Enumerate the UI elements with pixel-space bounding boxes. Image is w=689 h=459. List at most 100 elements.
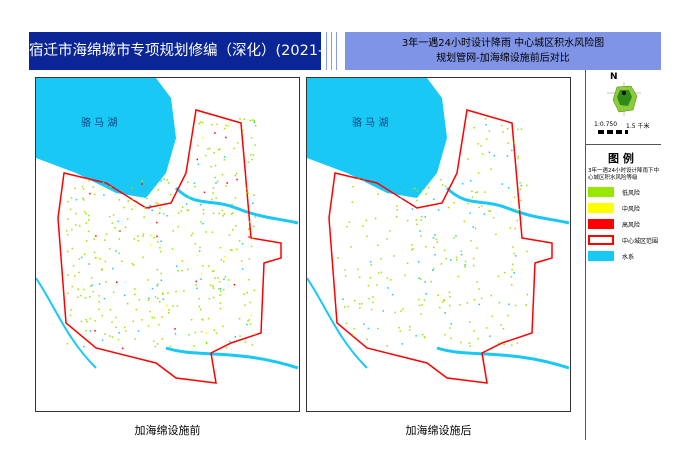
risk-cell <box>247 320 249 322</box>
risk-cell <box>132 198 135 200</box>
risk-cell <box>215 182 217 184</box>
risk-cell <box>188 334 190 336</box>
risk-cell <box>243 118 245 120</box>
risk-cell <box>414 187 416 189</box>
map-after[interactable]: 骆 马 湖 <box>306 77 571 412</box>
risk-cell <box>361 303 363 305</box>
risk-cell <box>223 288 225 291</box>
risk-cell <box>358 276 361 278</box>
risk-cell <box>526 250 528 253</box>
risk-cell <box>490 168 492 170</box>
risk-cell <box>223 260 225 263</box>
risk-cell <box>157 241 159 243</box>
risk-cell <box>520 128 523 130</box>
risk-cell <box>511 344 513 346</box>
risk-cell <box>253 289 256 292</box>
risk-cell <box>406 182 408 184</box>
risk-cell <box>428 186 430 189</box>
risk-cell <box>115 326 117 329</box>
risk-cell <box>238 240 241 242</box>
risk-cell <box>459 304 461 306</box>
risk-cell <box>219 288 222 290</box>
risk-cell <box>242 129 244 131</box>
risk-cell <box>513 252 515 255</box>
risk-cell <box>208 265 210 267</box>
legend-swatch <box>588 203 614 213</box>
risk-cell <box>169 345 172 348</box>
risk-cell <box>212 187 215 189</box>
risk-cell <box>198 297 200 300</box>
risk-cell <box>109 186 112 188</box>
risk-cell <box>352 186 354 188</box>
risk-cell <box>365 219 368 222</box>
risk-cell <box>498 301 501 304</box>
risk-cell <box>213 152 215 154</box>
risk-cell <box>158 212 161 214</box>
risk-cell <box>401 343 404 345</box>
risk-cell <box>219 294 221 296</box>
risk-cell <box>251 158 253 161</box>
risk-cell <box>511 284 513 286</box>
risk-cell <box>359 307 361 309</box>
risk-cell <box>481 153 484 155</box>
risk-cell <box>363 323 365 325</box>
risk-cell <box>196 254 198 257</box>
risk-cell <box>500 324 502 326</box>
risk-cell <box>207 317 210 320</box>
risk-cell <box>202 212 205 215</box>
risk-cell <box>506 128 509 130</box>
risk-cell <box>88 263 90 265</box>
risk-cell <box>408 329 411 331</box>
risk-cell <box>153 236 155 239</box>
risk-cell <box>526 293 528 296</box>
risk-cell <box>161 338 164 340</box>
scale-bar <box>598 130 628 134</box>
risk-cell <box>70 309 72 311</box>
risk-cell <box>176 305 179 307</box>
risk-cell <box>450 323 452 325</box>
risk-cell <box>358 303 361 305</box>
risk-cell <box>99 257 101 260</box>
risk-cell <box>412 188 415 190</box>
risk-cell <box>200 278 202 280</box>
risk-cell <box>223 213 225 215</box>
risk-cell <box>241 243 244 245</box>
risk-cell <box>212 270 215 272</box>
risk-cell <box>160 240 162 242</box>
risk-cell <box>211 231 214 233</box>
risk-cell <box>444 312 446 314</box>
risk-cell <box>480 297 483 300</box>
map-subtitle: 3年一遇24小时设计降雨 中心城区积水风险图 规划管网-加海绵设施前后对比 <box>345 32 661 70</box>
risk-cell <box>88 180 90 182</box>
risk-cell <box>105 281 107 283</box>
legend-subtitle: 3年一遇24小时设计降雨下中心城区积水风险等级 <box>588 168 659 181</box>
risk-cell <box>163 178 165 180</box>
risk-cell <box>369 261 372 263</box>
risk-cell <box>418 298 420 301</box>
risk-cell <box>142 256 144 259</box>
risk-cell <box>423 299 426 301</box>
risk-cell <box>239 335 241 337</box>
risk-cell <box>422 333 424 336</box>
risk-cell <box>502 328 505 330</box>
risk-cell <box>483 213 486 215</box>
risk-cell <box>485 124 487 126</box>
risk-cell <box>115 250 117 252</box>
map-before[interactable]: 骆 马 湖 <box>35 77 300 412</box>
risk-cell <box>156 284 158 287</box>
risk-cell <box>474 227 477 229</box>
risk-cell <box>156 343 159 345</box>
risk-cell <box>376 284 378 286</box>
risk-cell <box>475 191 477 194</box>
risk-cell <box>199 121 202 123</box>
risk-cell <box>104 260 107 263</box>
risk-cell <box>172 305 174 307</box>
risk-cell <box>396 205 398 207</box>
risk-cell <box>390 279 392 281</box>
risk-cell <box>157 203 159 205</box>
risk-cell <box>153 340 155 342</box>
risk-cell <box>357 178 360 180</box>
risk-cell <box>127 218 129 220</box>
risk-cell <box>202 265 204 267</box>
risk-cell <box>484 191 486 193</box>
